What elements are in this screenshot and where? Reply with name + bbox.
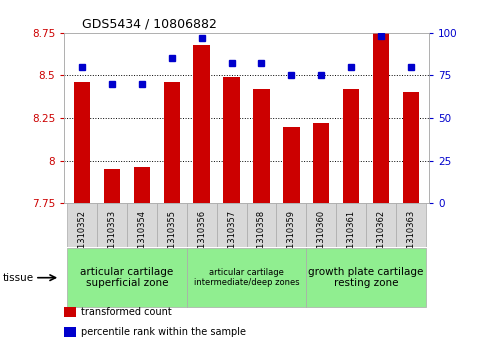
- Text: articular cartilage
intermediate/deep zones: articular cartilage intermediate/deep zo…: [194, 268, 299, 287]
- Bar: [74, 82, 90, 203]
- Text: GSM1310354: GSM1310354: [138, 210, 146, 266]
- Bar: [373, 16, 389, 203]
- Bar: [164, 82, 180, 203]
- Bar: [313, 123, 329, 203]
- Bar: [216, 203, 246, 247]
- Bar: [306, 248, 426, 307]
- Text: GSM1310352: GSM1310352: [77, 210, 87, 266]
- Text: GSM1310356: GSM1310356: [197, 210, 206, 266]
- Bar: [366, 203, 396, 247]
- Bar: [283, 127, 300, 203]
- Text: percentile rank within the sample: percentile rank within the sample: [81, 327, 246, 337]
- Bar: [306, 203, 336, 247]
- Text: transformed count: transformed count: [81, 307, 172, 317]
- Bar: [336, 203, 366, 247]
- Bar: [97, 203, 127, 247]
- Text: GSM1310353: GSM1310353: [107, 210, 116, 266]
- Bar: [127, 203, 157, 247]
- Text: GSM1310363: GSM1310363: [406, 210, 416, 266]
- Text: GSM1310360: GSM1310360: [317, 210, 326, 266]
- Bar: [277, 203, 306, 247]
- Bar: [157, 203, 187, 247]
- Bar: [104, 169, 120, 203]
- Bar: [193, 45, 210, 203]
- Bar: [187, 203, 216, 247]
- Text: articular cartilage
superficial zone: articular cartilage superficial zone: [80, 267, 174, 289]
- Bar: [246, 203, 277, 247]
- Bar: [403, 92, 419, 203]
- Text: GSM1310357: GSM1310357: [227, 210, 236, 266]
- Text: GSM1310359: GSM1310359: [287, 210, 296, 266]
- Bar: [253, 89, 270, 203]
- Bar: [67, 203, 97, 247]
- Bar: [223, 77, 240, 203]
- Text: GSM1310355: GSM1310355: [167, 210, 176, 266]
- Bar: [396, 203, 426, 247]
- Text: growth plate cartilage
resting zone: growth plate cartilage resting zone: [309, 267, 424, 289]
- Text: GSM1310362: GSM1310362: [377, 210, 386, 266]
- Text: GSM1310358: GSM1310358: [257, 210, 266, 266]
- Text: GDS5434 / 10806882: GDS5434 / 10806882: [82, 17, 217, 30]
- Bar: [343, 89, 359, 203]
- Text: tissue: tissue: [2, 273, 34, 283]
- Text: GSM1310361: GSM1310361: [347, 210, 355, 266]
- Bar: [187, 248, 306, 307]
- Bar: [67, 248, 187, 307]
- Bar: [134, 167, 150, 203]
